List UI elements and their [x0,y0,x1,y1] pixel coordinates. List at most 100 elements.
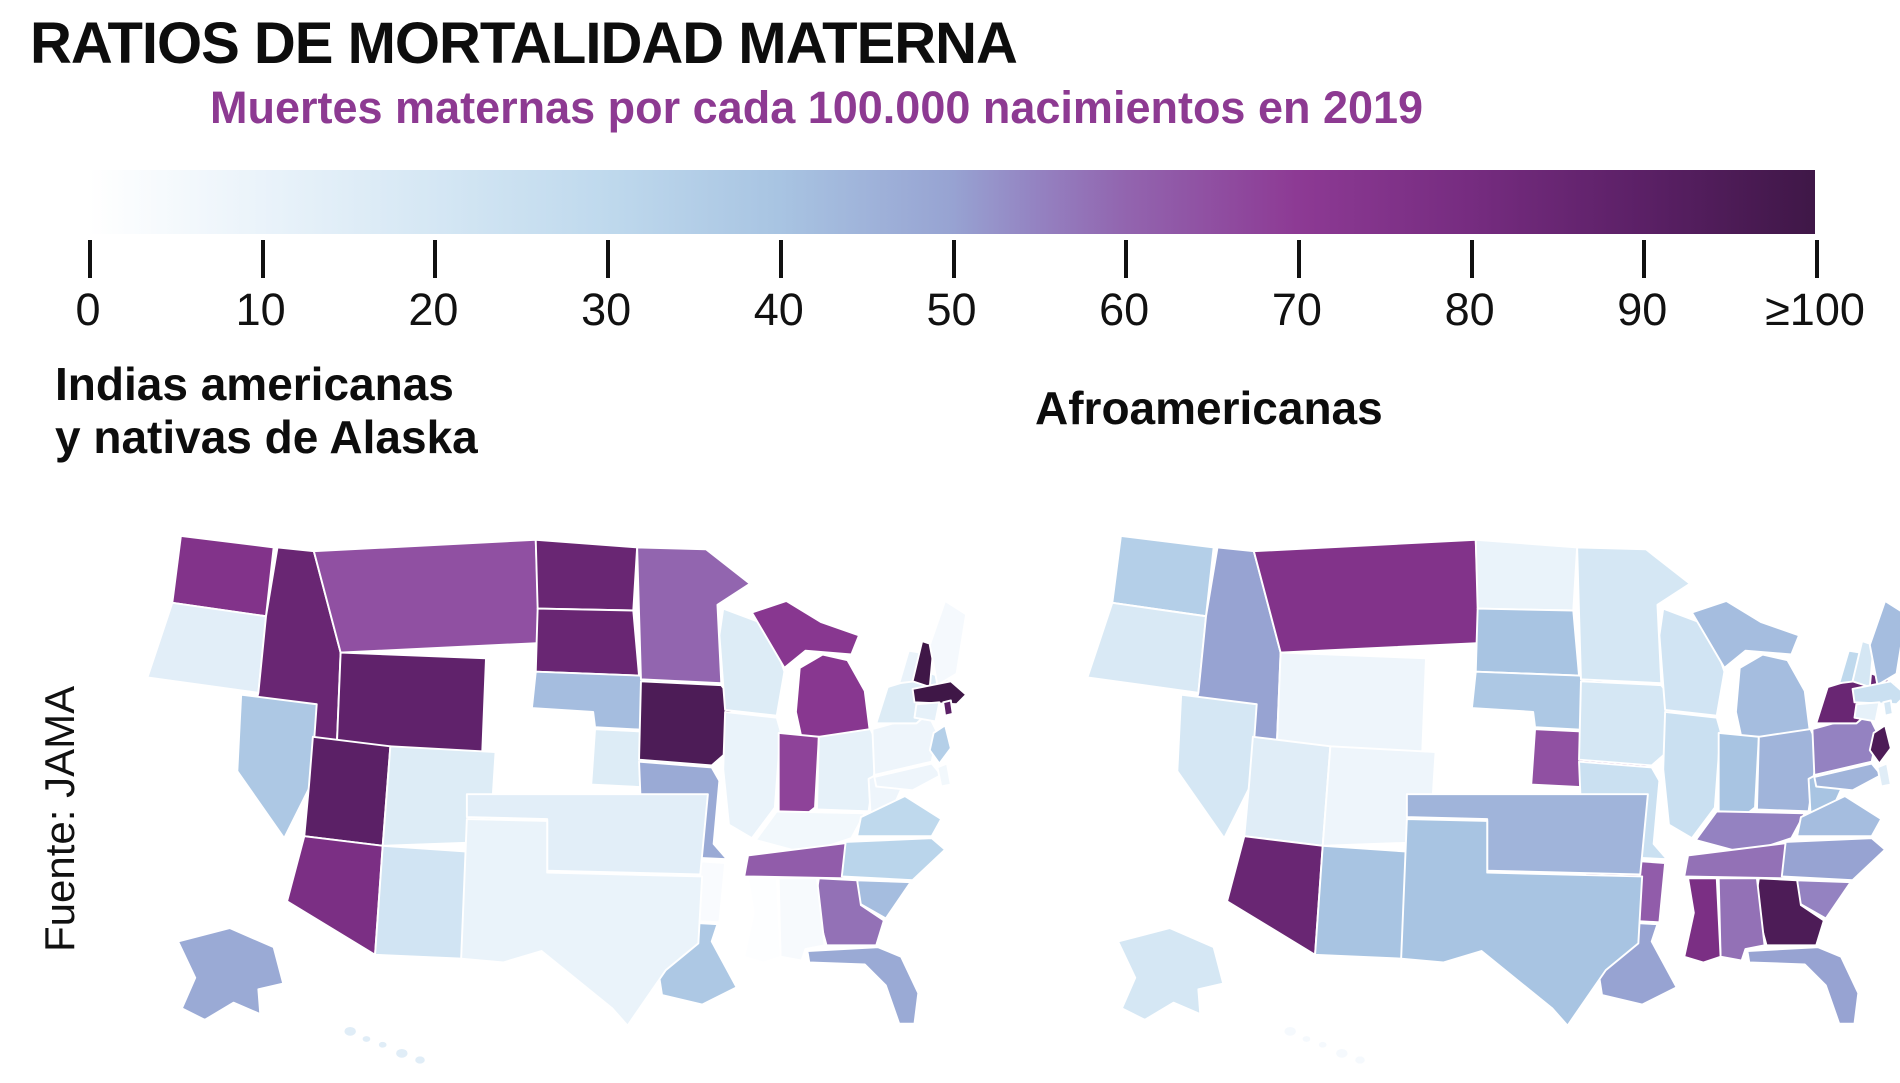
state-IN [1717,731,1760,822]
legend-tick-label: 30 [581,284,632,335]
state-NJ [1868,724,1892,765]
map-title-line2: y nativas de Alaska [55,411,478,463]
state-HI [1353,1054,1367,1066]
state-AZ [286,835,384,956]
state-NM [1314,844,1408,960]
legend-tick-label: 60 [1099,284,1150,335]
legend-tick-label: 50 [926,284,977,335]
legend-tick [1815,240,1819,278]
state-TX [460,818,704,1027]
state-VA [856,795,943,838]
state-AK [1117,927,1225,1021]
state-ND [1474,538,1579,612]
legend-tick [606,240,611,278]
state-ME [928,599,968,687]
state-DE [1876,762,1892,788]
state-DE [936,762,952,788]
state-ND [534,538,639,612]
state-IL [1662,710,1722,840]
chart-subtitle: Muertes maternas por cada 100.000 nacimi… [210,82,1424,133]
legend-tick [1124,240,1129,278]
map-title-american-indian: Indias americanas y nativas de Alaska [55,358,478,464]
state-RI [1882,699,1894,717]
state-SD [1474,607,1580,677]
legend-tick [951,240,956,278]
legend-tick-label: 20 [408,284,459,335]
state-HI [394,1047,410,1060]
state-AL [777,877,826,962]
map-title-african-american: Afroamericanas [1035,382,1383,434]
state-HI [360,1034,373,1044]
color-gradient-bar [88,170,1815,234]
state-HI [376,1039,389,1050]
legend-tick-label: 40 [753,284,804,335]
state-MD [1813,762,1883,792]
state-HI [1316,1039,1329,1050]
state-MN [1576,546,1691,685]
state-NJ [928,724,952,765]
color-scale-legend [88,170,1815,234]
map-american-indian-alaska-native [146,534,968,1066]
legend-tick [88,240,92,278]
legend-tick [1469,240,1474,278]
state-MS [1683,877,1722,964]
legend-tick [778,240,783,278]
state-IN [777,731,820,822]
state-UT [1243,735,1332,847]
state-IA [638,680,734,767]
state-MA [911,680,968,706]
state-AZ [1226,835,1324,956]
state-CT [1853,701,1881,723]
legend-tick-label: ≥100 [1765,284,1865,335]
state-OR [1086,601,1207,694]
legend-tick-label: 70 [1271,284,1322,335]
state-CT [913,701,941,723]
page-title: RATIOS DE MORTALIDAD MATERNA [30,11,1018,76]
state-NC [1780,837,1887,882]
map-african-american [1086,534,1900,1066]
legend-tick-label: 10 [235,284,286,335]
state-NM [374,844,468,960]
state-WY [1275,651,1427,755]
legend-tick-label: 90 [1617,284,1668,335]
state-AK [177,927,285,1021]
state-MI [1690,599,1800,669]
state-NV [1176,693,1258,840]
state-TX [1400,818,1644,1027]
legend-tick [260,240,265,278]
state-FL [1746,946,1860,1025]
legend-tick-label: 80 [1444,284,1495,335]
color-scale-ticks: 0 10 20 30 40 50 60 70 80 90 ≥100 [75,240,1865,350]
state-HI [413,1054,427,1066]
map-title-line1: Indias americanas [55,358,454,410]
source-label: Fuente: JAMA [36,685,83,952]
state-HI [1300,1034,1313,1044]
state-WY [335,651,487,755]
state-RI [942,699,954,717]
legend-tick [1296,240,1301,278]
state-VA [1796,795,1883,838]
state-HI [1282,1025,1298,1038]
state-NC [840,837,947,882]
state-IL [722,710,782,840]
state-MD [873,762,943,792]
legend-tick-label: 0 [75,284,101,335]
legend-tick [1642,240,1647,278]
state-MT [312,538,541,654]
state-MT [1252,538,1481,654]
state-SD [534,607,640,677]
state-MA [1851,680,1900,706]
legend-tick [433,240,438,278]
state-MS [743,877,782,964]
state-NV [236,693,318,840]
state-UT [303,735,392,847]
state-HI [1334,1047,1350,1060]
state-OR [146,601,267,694]
state-ME [1868,599,1900,687]
state-MN [636,546,751,685]
state-FL [806,946,920,1025]
state-MI [750,599,860,669]
state-HI [342,1025,358,1038]
state-AL [1717,877,1766,962]
state-IA [1578,680,1674,767]
